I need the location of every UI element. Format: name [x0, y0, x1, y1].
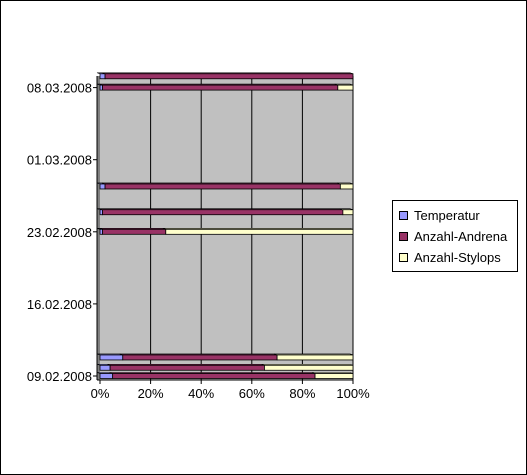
legend-item: Temperatur — [399, 205, 517, 226]
bar-segment-anzahl-stylops — [314, 373, 354, 379]
bar-segment-anzahl-andrena — [102, 84, 339, 91]
bar-segment-temperatur — [99, 354, 124, 361]
legend-label: Anzahl-Stylops — [414, 250, 501, 265]
y-tick-label: 16.02.2008 — [27, 297, 92, 312]
legend-label: Temperatur — [414, 208, 480, 223]
bar-segment-anzahl-stylops — [264, 364, 354, 371]
bar-segment-anzahl-andrena — [104, 73, 354, 80]
y-axis-tick-labels: 09.02.2008 16.02.2008 23.02.2008 01.03.2008… — [27, 81, 97, 384]
x-tick-label: 0% — [91, 386, 110, 401]
bar-segment-anzahl-stylops — [165, 228, 354, 235]
x-tick-label: 60% — [239, 386, 265, 401]
bar-segment-temperatur — [99, 364, 111, 371]
bar-segment-anzahl-andrena — [109, 364, 265, 371]
bar-segment-temperatur — [99, 373, 114, 379]
bar-segment-temperatur — [99, 183, 106, 190]
legend-swatch — [399, 232, 408, 241]
legend: Temperatur Anzahl-Andrena Anzahl-Stylops — [392, 200, 518, 272]
x-tick-label: 40% — [188, 386, 214, 401]
legend-swatch — [399, 211, 408, 220]
axes — [96, 76, 353, 381]
legend-swatch — [399, 253, 408, 262]
x-tick-label: 80% — [289, 386, 315, 401]
y-tick-label: 08.03.2008 — [27, 81, 92, 96]
bar-segment-anzahl-andrena — [102, 228, 167, 235]
y-tick-label: 01.03.2008 — [27, 153, 92, 168]
bar-segment-anzahl-andrena — [102, 209, 344, 216]
y-tick-label: 23.02.2008 — [27, 225, 92, 240]
x-tick-label: 100% — [336, 386, 370, 401]
bar-segment-anzahl-stylops — [342, 209, 354, 216]
x-tick-label: 20% — [138, 386, 164, 401]
bar-segment-temperatur — [99, 73, 106, 80]
bar-segment-anzahl-stylops — [339, 183, 354, 190]
bar-segment-anzahl-andrena — [122, 354, 278, 361]
bars — [96, 72, 354, 379]
bar-segment-anzahl-stylops — [276, 354, 354, 361]
bar-segment-anzahl-andrena — [104, 183, 341, 190]
bar-segment-anzahl-stylops — [337, 84, 354, 91]
x-axis-tick-labels: 0% 20% 40% 60% 80% 100% — [91, 386, 370, 401]
legend-item: Anzahl-Stylops — [399, 247, 517, 268]
legend-item: Anzahl-Andrena — [399, 226, 517, 247]
bar-segment-anzahl-andrena — [112, 373, 316, 379]
legend-label: Anzahl-Andrena — [414, 229, 508, 244]
y-tick-label: 09.02.2008 — [27, 369, 92, 384]
